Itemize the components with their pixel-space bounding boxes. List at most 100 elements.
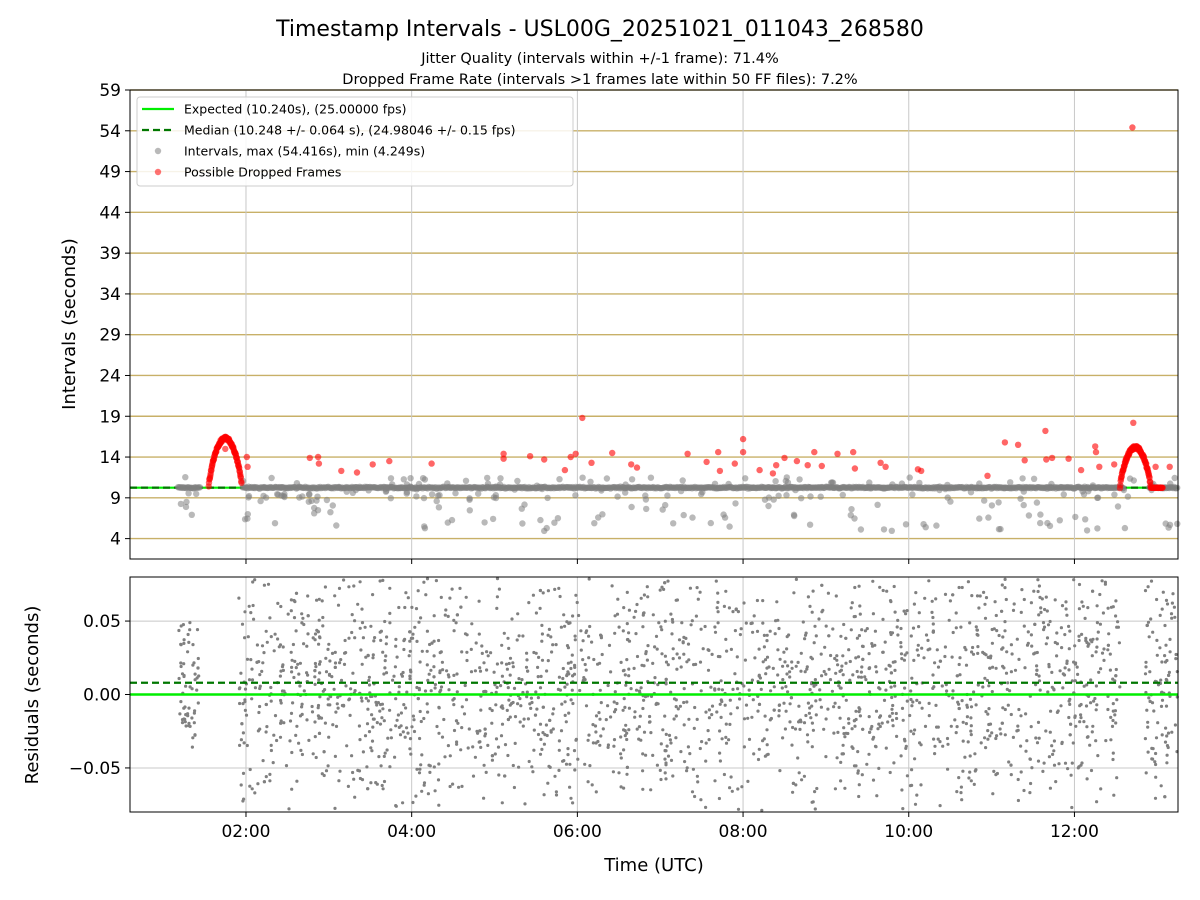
residual-point xyxy=(1146,620,1151,624)
residual-point xyxy=(635,654,640,659)
residual-point xyxy=(561,676,565,681)
residual-point xyxy=(311,752,315,756)
residual-point xyxy=(955,790,959,794)
residual-point xyxy=(777,626,781,631)
residual-point xyxy=(1025,739,1029,743)
residual-point xyxy=(899,754,903,758)
residual-point xyxy=(375,721,379,725)
residual-point xyxy=(521,724,525,728)
residual-point xyxy=(584,630,588,635)
residual-point xyxy=(1111,718,1115,723)
residual-point xyxy=(1095,800,1099,804)
residual-point xyxy=(1040,597,1044,601)
residual-point xyxy=(874,709,879,713)
residual-point xyxy=(1000,609,1004,613)
residual-point xyxy=(1023,666,1027,670)
residual-point xyxy=(448,754,452,758)
residual-point xyxy=(530,765,534,769)
residual-point xyxy=(377,755,381,759)
residual-point xyxy=(833,787,838,791)
residual-point xyxy=(1051,752,1055,757)
residual-point xyxy=(984,596,989,600)
residual-point xyxy=(1047,662,1051,667)
residual-point xyxy=(1006,681,1010,685)
residual-point xyxy=(1089,768,1094,773)
residual-point xyxy=(588,624,592,629)
residual-point xyxy=(1090,730,1094,734)
residual-point xyxy=(536,675,540,679)
residual-point xyxy=(1095,703,1099,707)
residual-point xyxy=(990,641,995,645)
residual-point xyxy=(874,745,878,749)
interval-point xyxy=(484,480,492,487)
residual-point xyxy=(635,727,639,731)
residual-point xyxy=(794,664,798,668)
residual-point xyxy=(1164,704,1169,708)
residual-point xyxy=(641,625,645,629)
residual-point xyxy=(268,779,272,783)
dropped-frame-point xyxy=(338,467,345,475)
residual-point xyxy=(659,625,663,629)
interval-point xyxy=(647,474,655,481)
residual-point xyxy=(1115,698,1119,702)
residual-point xyxy=(252,617,256,621)
residual-point xyxy=(553,774,557,778)
interval-point xyxy=(689,514,696,521)
residual-point xyxy=(619,660,623,665)
residual-point xyxy=(858,707,862,711)
residual-point xyxy=(788,670,792,674)
interval-point xyxy=(511,486,518,493)
interval-point xyxy=(595,514,602,521)
dropped-frame-point xyxy=(500,455,507,462)
residual-point xyxy=(742,717,747,721)
residual-point xyxy=(373,636,377,640)
residual-point xyxy=(1163,623,1167,628)
residual-point xyxy=(966,740,970,744)
residual-point xyxy=(760,808,764,812)
dropped-frame-point xyxy=(386,457,393,465)
residual-point xyxy=(1144,771,1148,775)
residual-point xyxy=(532,728,536,732)
residual-point xyxy=(177,628,181,633)
residual-point xyxy=(1020,588,1024,592)
dropped-frame-point xyxy=(1042,427,1049,435)
residual-point xyxy=(627,674,631,678)
residual-point xyxy=(1095,604,1099,608)
residual-point xyxy=(350,754,354,758)
residual-point xyxy=(432,675,436,679)
residual-point xyxy=(681,640,685,644)
residual-point xyxy=(1003,577,1007,582)
residual-point xyxy=(658,768,662,773)
residual-point xyxy=(371,656,375,660)
residual-point xyxy=(641,706,645,711)
residual-point xyxy=(1012,602,1016,606)
residual-point xyxy=(844,698,848,702)
residual-point xyxy=(394,724,398,728)
residual-point xyxy=(388,611,392,616)
residual-point xyxy=(710,652,714,657)
residual-point xyxy=(1089,678,1093,682)
residual-point xyxy=(305,644,309,648)
residual-point xyxy=(1000,583,1004,587)
residual-point xyxy=(954,611,958,615)
residual-point xyxy=(1106,707,1110,712)
residual-point xyxy=(659,777,663,782)
y-tick-label: 34 xyxy=(99,285,121,305)
residual-point xyxy=(1029,633,1033,637)
interval-point xyxy=(1037,511,1044,518)
interval-point xyxy=(851,515,858,522)
residual-point xyxy=(275,738,279,743)
residual-point xyxy=(1168,637,1172,642)
residual-point xyxy=(179,642,183,646)
residual-point xyxy=(790,743,794,747)
residual-point xyxy=(460,705,464,709)
residual-point xyxy=(790,660,794,664)
residual-point xyxy=(682,700,686,705)
interval-point xyxy=(444,480,451,487)
residual-point xyxy=(298,684,302,688)
dropped-frame-point xyxy=(769,470,777,477)
residual-point xyxy=(262,780,266,784)
residual-point xyxy=(483,732,488,736)
residual-point xyxy=(680,621,684,625)
dropped-frame-point xyxy=(1111,461,1118,468)
